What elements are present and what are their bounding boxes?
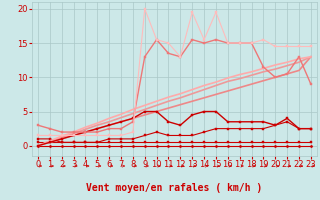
X-axis label: Vent moyen/en rafales ( km/h ): Vent moyen/en rafales ( km/h ) bbox=[86, 183, 262, 193]
